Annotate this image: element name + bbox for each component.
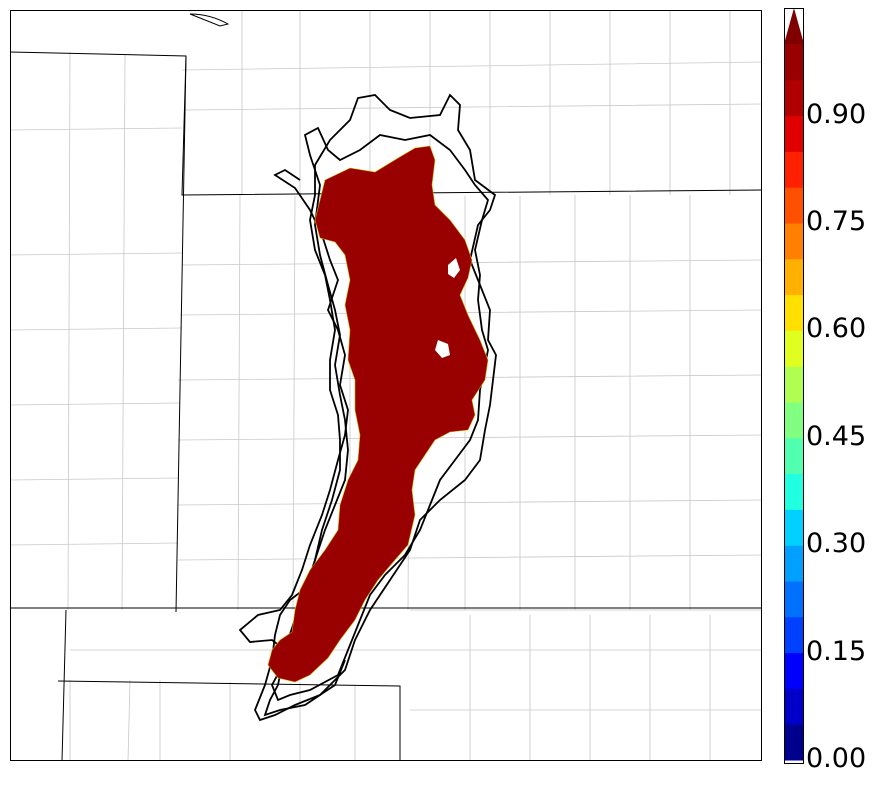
ensemble-contours (238, 93, 497, 722)
colorbar-bin (784, 616, 804, 654)
colorbar-bin (784, 223, 804, 260)
colorbar-bin (784, 581, 804, 618)
colorbar-bin (784, 151, 804, 188)
colorbar-tick-label: 0.00 (806, 743, 867, 774)
probability-map (10, 10, 762, 761)
map-canvas (10, 10, 762, 761)
colorbar-tick-label: 0.45 (806, 420, 867, 452)
colorbar-bin (784, 437, 804, 475)
colorbar (784, 8, 804, 764)
colorbar-bin (784, 187, 804, 224)
colorbar-bin (784, 688, 804, 725)
colorbar-bin (784, 545, 804, 582)
colorbar-bin (784, 724, 804, 761)
colorbar-bin (784, 115, 804, 152)
colorbar-bin (784, 294, 804, 331)
colorbar-extend-triangle (784, 8, 804, 44)
map-frame (10, 10, 762, 761)
colorbar-bins (784, 44, 804, 761)
colorbar-bin (784, 258, 804, 296)
probability-fill (267, 145, 489, 683)
colorbar-tick-label: 0.75 (806, 206, 867, 237)
colorbar-frame (784, 8, 804, 764)
state-borders (10, 13, 762, 761)
colorbar-bin (784, 44, 804, 81)
colorbar-bin (784, 330, 804, 367)
colorbar-bin (784, 509, 804, 546)
colorbar-bin (784, 79, 804, 117)
colorbar-bin (784, 366, 804, 403)
colorbar-tick-label: 0.15 (806, 635, 867, 667)
colorbar-tick-label: 0.60 (806, 313, 867, 345)
colorbar-bin (784, 652, 804, 689)
colorbar-bin (784, 402, 804, 439)
colorbar-tick-label: 0.30 (806, 528, 867, 560)
colorbar-bin (784, 473, 804, 510)
colorbar-tick-label: 0.90 (806, 98, 867, 130)
